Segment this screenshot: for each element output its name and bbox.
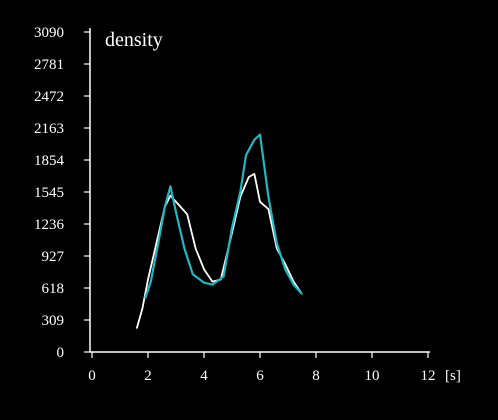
- series-2-point: [175, 211, 177, 213]
- series-1-point: [248, 176, 250, 178]
- y-tick-label: 2781: [34, 57, 64, 73]
- series-1-point: [267, 208, 269, 210]
- y-tick-label: 618: [42, 281, 65, 297]
- series-2-point: [183, 247, 185, 249]
- x-tick-label: 6: [256, 368, 264, 384]
- series-2-point: [267, 196, 269, 198]
- x-axis-label: [s]: [445, 368, 461, 384]
- series-2-point: [245, 154, 247, 156]
- x-tick-label: 12: [421, 368, 436, 384]
- series-2-point: [301, 293, 303, 295]
- series-1-point: [147, 278, 149, 281]
- series-2-point: [169, 185, 171, 187]
- x-tick-label: 10: [365, 368, 380, 384]
- x-tick-label: 8: [312, 368, 320, 384]
- x-axis: 0 2 4 6 8 10 12: [88, 351, 436, 384]
- series-2-point: [259, 133, 261, 136]
- series-1-point: [253, 173, 255, 175]
- series-1-point: [186, 213, 188, 215]
- chart-title: density: [105, 29, 163, 51]
- series-2-point: [276, 242, 278, 244]
- series-1-point: [169, 195, 171, 197]
- series-1-point: [195, 247, 197, 249]
- series-2-point: [158, 237, 160, 239]
- series-line-1: [135, 173, 303, 329]
- series-2-point: [203, 282, 205, 284]
- y-tick-label: 1236: [34, 217, 65, 233]
- x-tick-label: 4: [200, 368, 208, 384]
- series-1-point: [136, 327, 138, 329]
- series-1-point: [178, 204, 180, 206]
- series-2-point: [211, 284, 213, 286]
- series-1-point: [211, 281, 213, 283]
- series-1-point: [203, 268, 205, 270]
- series-group: [135, 133, 303, 329]
- series-1-point: [155, 242, 157, 244]
- series-1-point: [284, 263, 286, 265]
- series-2-point: [293, 284, 295, 286]
- series-2-point: [192, 273, 194, 275]
- y-tick-label: 2472: [34, 89, 64, 105]
- y-tick-label: 3090: [34, 25, 64, 41]
- series-2-point: [150, 281, 152, 283]
- series-1-point: [276, 247, 278, 249]
- series-2-point: [144, 297, 146, 299]
- series-1-point: [259, 201, 261, 203]
- series-2-point: [164, 206, 166, 208]
- y-tick-label: 927: [42, 249, 65, 265]
- x-tick-label: 0: [88, 368, 96, 384]
- series-2-point: [284, 268, 286, 270]
- y-tick-label: 1854: [34, 153, 65, 169]
- series-2-point: [253, 139, 255, 141]
- series-1-point: [141, 307, 143, 310]
- x-tick-label: 2: [144, 368, 152, 384]
- series-2-point: [231, 227, 233, 229]
- series-line-2: [144, 133, 303, 299]
- y-tick-label: 309: [42, 313, 65, 329]
- series-2-point: [223, 275, 225, 277]
- y-tick-label: 1545: [34, 185, 64, 201]
- y-axis: 0 309 618 927 1236 1545 1854 2163 2472 2781 3090: [34, 25, 91, 361]
- series-2-point: [239, 190, 241, 193]
- y-tick-label: 2163: [34, 121, 64, 137]
- y-tick-label: 0: [57, 345, 65, 361]
